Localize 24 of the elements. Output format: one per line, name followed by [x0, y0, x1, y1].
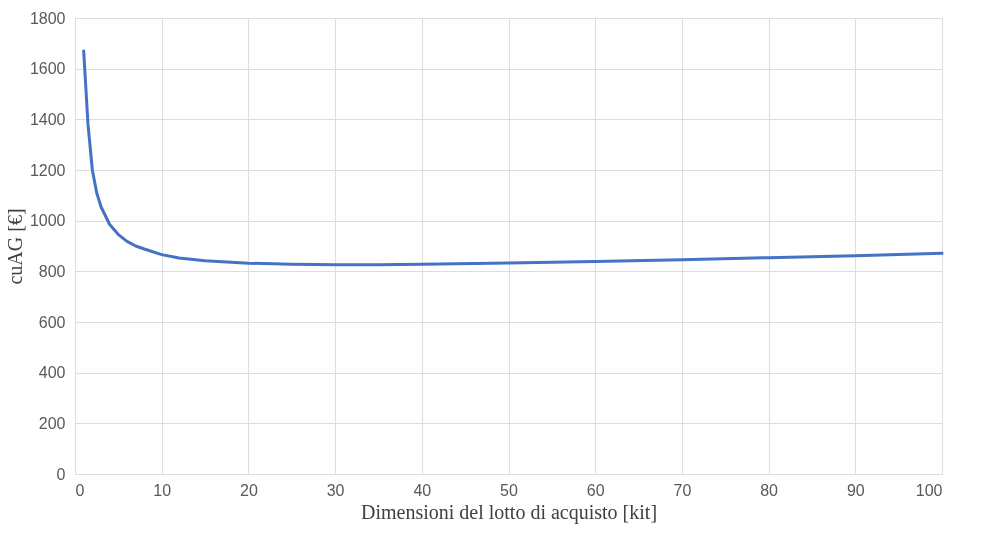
y-tick-label: 400	[38, 364, 66, 382]
line-series	[82, 49, 944, 267]
x-tick-label: 10	[153, 481, 172, 499]
x-axis-title: Dimensioni del lotto di acquisto [kit]	[360, 500, 658, 524]
y-axis-title: cuAG [€]	[3, 208, 26, 285]
y-tick-label: 1400	[29, 110, 66, 128]
x-tick-label: 0	[75, 481, 85, 499]
x-tick-label: 80	[760, 481, 779, 499]
x-tick-label: 30	[326, 481, 345, 499]
y-tick-label: 0	[56, 465, 66, 483]
x-tick-label: 50	[500, 481, 518, 499]
x-tick-label: 100	[915, 481, 943, 499]
y-tick-label: 600	[38, 313, 66, 331]
x-tick-label: 70	[673, 481, 692, 499]
x-tick-label: 60	[586, 481, 605, 499]
x-tick-label: 90	[846, 481, 865, 499]
y-tick-label: 1200	[29, 161, 66, 179]
y-tick-label: 1000	[29, 212, 66, 230]
x-tick-label: 40	[413, 481, 432, 499]
y-tick-label: 1800	[29, 9, 66, 27]
y-tick-label: 200	[38, 414, 66, 432]
x-tick-label: 20	[240, 481, 258, 499]
y-tick-label: 800	[38, 262, 66, 280]
y-tick-label: 1600	[29, 60, 66, 78]
